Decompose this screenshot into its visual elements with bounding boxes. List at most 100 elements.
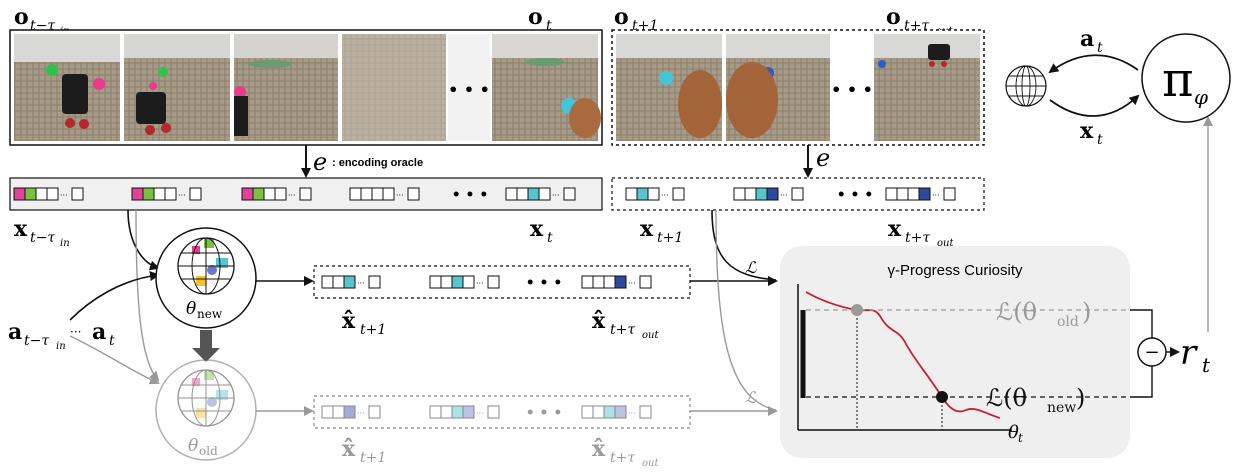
vector-cell	[241, 187, 254, 201]
frame-8	[874, 34, 980, 141]
vector-cell	[885, 187, 898, 201]
point-new	[936, 391, 948, 403]
vector-dots: ···	[661, 191, 669, 200]
svg-text:a: a	[8, 319, 22, 345]
encoded-past-dots: • • •	[452, 187, 489, 203]
frame-4	[342, 34, 446, 141]
svg-text:θ: θ	[1008, 422, 1019, 443]
vector-cell	[527, 187, 540, 201]
vector-dots: ···	[357, 279, 365, 288]
vector-cell	[440, 405, 453, 419]
world-model-old	[155, 359, 257, 461]
svg-text:• • •: • • •	[526, 275, 563, 291]
vector-dots: ···	[396, 191, 404, 200]
loss-new-label: ℒ(θ new )	[986, 384, 1085, 416]
vector-cell	[274, 187, 287, 201]
vector-cell	[332, 275, 345, 289]
future-frames-ellipsis: • • •	[831, 80, 873, 99]
vector-dots: ···	[628, 409, 636, 418]
loss-symbol: ℒ	[745, 258, 757, 277]
svg-text:• • •: • • •	[452, 187, 489, 203]
svg-text:out: out	[642, 458, 659, 468]
curiosity-title: γ-Progress Curiosity	[887, 262, 1023, 279]
vector-cell	[189, 187, 202, 201]
vector-cell	[321, 405, 334, 419]
svg-text:t: t	[1202, 353, 1211, 377]
vector-cell	[360, 187, 373, 201]
vector-cell	[440, 275, 453, 289]
vector-cell	[744, 187, 757, 201]
vector-cell	[516, 187, 529, 201]
vector-cell	[349, 187, 362, 201]
arrow-actions-to-model-old	[69, 335, 160, 385]
minus-node: −	[1137, 337, 1167, 367]
actions-label: a t−τ in ··· a t	[8, 319, 115, 352]
vector-cell	[614, 275, 627, 289]
vector-cell	[592, 405, 605, 419]
vector-cell	[407, 187, 420, 201]
svg-text:t: t	[1018, 431, 1023, 445]
svg-text:): )	[1082, 298, 1091, 326]
svg-text:ℒ(θ: ℒ(θ	[986, 384, 1027, 412]
svg-text:in: in	[60, 238, 70, 249]
vector-cell	[71, 187, 84, 201]
vector-cell	[343, 405, 356, 419]
encoder-symbol-right: e	[816, 144, 830, 172]
svg-text:old: old	[199, 444, 218, 458]
encoded-past-cells: ··· ··· ··· ··· ···	[13, 187, 576, 201]
x-label-now: x t	[530, 216, 553, 246]
svg-text:x: x	[14, 216, 28, 242]
vector-cell	[343, 275, 356, 289]
svg-text:• • •: • • •	[837, 187, 874, 203]
globe-icon	[177, 369, 235, 427]
svg-text:new: new	[197, 307, 223, 321]
vector-dots: ···	[178, 191, 186, 200]
vector-dots: ···	[476, 279, 484, 288]
svg-text:x̂: x̂	[342, 436, 356, 462]
vector-cell	[647, 187, 660, 201]
vector-cell	[603, 405, 616, 419]
vector-cell	[46, 187, 59, 201]
world-model-new: θ new	[155, 227, 257, 329]
svg-text:t+1: t+1	[360, 450, 386, 466]
vector-cell	[382, 187, 395, 201]
svg-text:t+1: t+1	[360, 322, 386, 338]
svg-text:t−τ: t−τ	[30, 230, 55, 246]
vector-cell	[35, 187, 48, 201]
vector-dots: ···	[60, 191, 68, 200]
svg-text:θ: θ	[188, 436, 198, 456]
vector-cell	[451, 275, 464, 289]
vector-cell	[368, 275, 381, 289]
theta-new-label: θ new	[186, 299, 223, 321]
vector-cell	[603, 275, 616, 289]
svg-text:old: old	[1057, 314, 1079, 330]
svg-text:out: out	[937, 238, 954, 249]
arrow-observation	[1049, 94, 1140, 117]
svg-text:r: r	[1180, 333, 1198, 373]
vector-cell	[252, 187, 265, 201]
x-label-next: x t+1	[640, 216, 683, 246]
svg-text:o: o	[886, 4, 901, 30]
encoded-future-dots: • • •	[837, 187, 874, 203]
frame-3	[234, 34, 338, 141]
vector-cell	[429, 275, 442, 289]
diff-line-top	[1130, 309, 1153, 338]
svg-text:in: in	[56, 341, 66, 352]
globe-icon	[177, 237, 235, 295]
xhat-label-next-old: x̂ t+1	[342, 436, 386, 466]
vector-cell	[263, 187, 276, 201]
arrow-action	[1048, 54, 1139, 74]
point-old	[851, 304, 863, 316]
x-label-future: x t+τ out	[888, 216, 954, 249]
svg-text:x: x	[530, 216, 544, 242]
vector-cell	[368, 405, 381, 419]
diff-line-bottom	[1130, 366, 1153, 398]
vector-cell	[592, 275, 605, 289]
svg-text:x: x	[888, 216, 902, 242]
vector-cell	[505, 187, 518, 201]
svg-text:···: ···	[70, 325, 81, 339]
svg-text:φ: φ	[1194, 85, 1208, 109]
svg-text:• • •: • • •	[526, 405, 563, 421]
frame-6	[616, 34, 722, 141]
